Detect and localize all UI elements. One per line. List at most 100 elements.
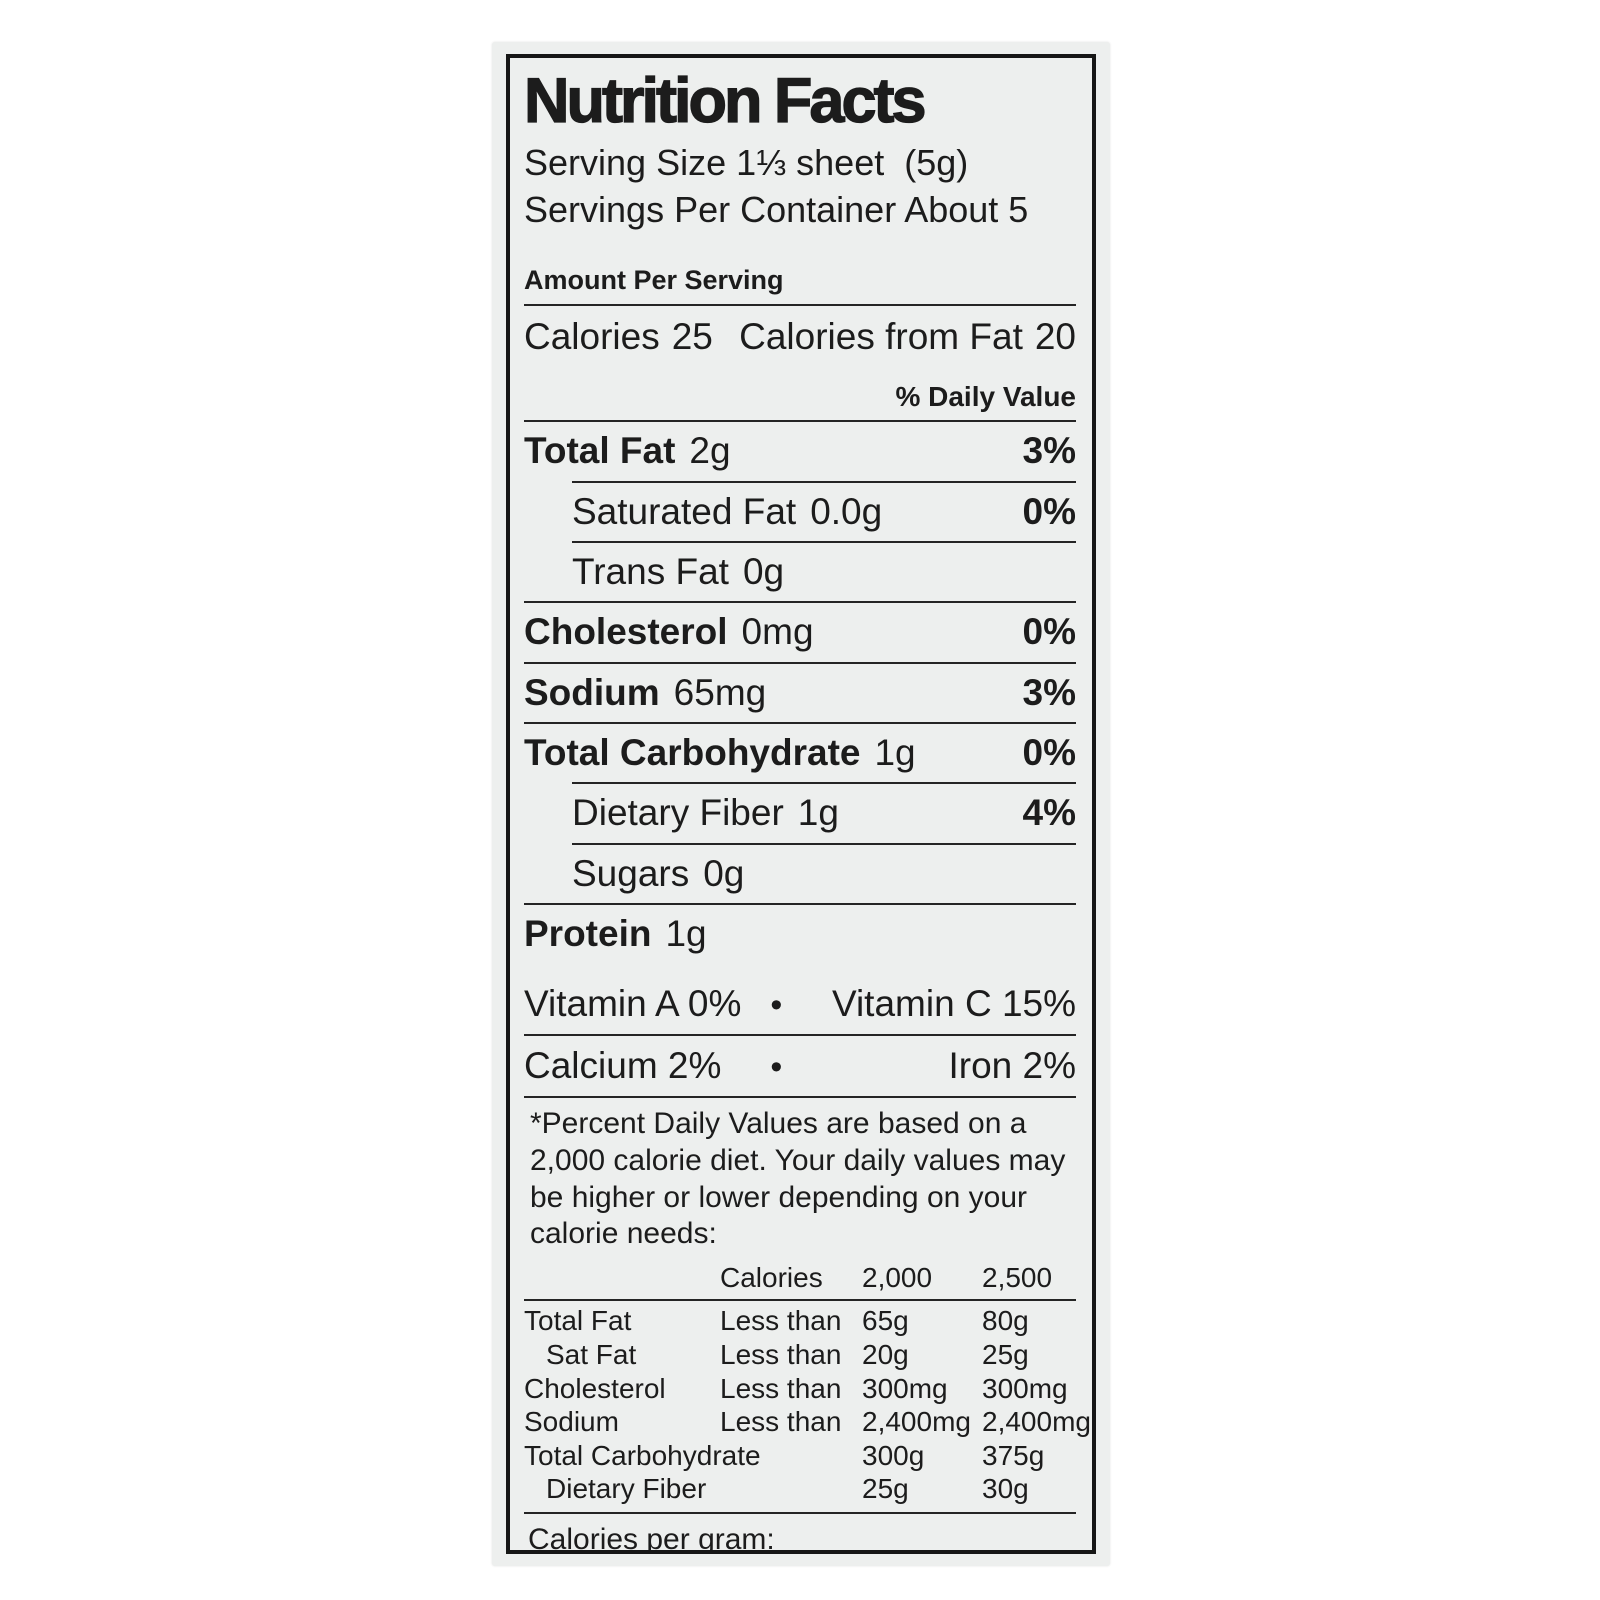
dv-row-name: Sat Fat [546, 1338, 637, 1370]
rule [524, 1034, 1076, 1037]
nutrient-row-trans-fat: Trans Fat 0g [524, 543, 1076, 601]
nutrient-amount: 1g [665, 913, 707, 955]
nutrient-amount: 65mg [673, 671, 767, 713]
vitamin-c: Vitamin C 15% [831, 982, 1076, 1024]
dv-row-name: Dietary Fiber [546, 1473, 707, 1505]
nutrient-row-total-carbohydrate: Total Carbohydrate 1g 0% [524, 724, 1076, 782]
nutrient-name: Sugars [572, 852, 690, 894]
rule [572, 842, 1076, 845]
nutrient-dv: 3% [1022, 430, 1076, 472]
servings-per-container: Servings Per Container About 5 [524, 188, 1029, 230]
dv-row-qualifier: Less than [720, 1372, 842, 1404]
dv-row-2000: 20g [862, 1338, 909, 1370]
dv-row-2500: 25g [982, 1338, 1029, 1370]
calories-from-fat-label: Calories from Fat [739, 316, 1023, 358]
nutrient-amount: 1g [797, 792, 839, 834]
nutrition-label: Nutrition Facts Serving Size 1⅓ sheet (5… [506, 54, 1096, 1554]
nutrient-name: Total Fat [524, 430, 676, 472]
rule [524, 722, 1076, 725]
dv-row-qualifier: Less than [720, 1406, 842, 1438]
nutrient-row-total-fat: Total Fat 2g 3% [524, 422, 1076, 480]
nutrient-dv: 3% [1022, 671, 1076, 713]
rule [524, 1096, 1076, 1099]
calcium: Calcium 2% [524, 1045, 722, 1087]
calories-per-gram: Calories per gram: Fat 9 • Carbohydrate … [524, 1520, 1076, 1554]
rule [572, 782, 1076, 785]
nutrient-name: Dietary Fiber [572, 792, 784, 834]
bullet-icon: • [770, 1048, 783, 1087]
dv-row-qualifier: Less than [720, 1338, 842, 1370]
nutrient-name: Protein [524, 913, 652, 955]
nutrient-amount: 0g [742, 550, 785, 592]
nutrient-name: Sodium [524, 671, 660, 713]
dv-row-2000: 2,400mg [862, 1406, 971, 1438]
dv-table-row-total-fat: Total Fat Less than 65g 80g [524, 1304, 1076, 1338]
dv-table-header-calories: Calories [720, 1261, 823, 1293]
dv-table-header-2000: 2,000 [862, 1261, 933, 1293]
rule [572, 540, 1076, 543]
dv-table-row-sat-fat: Sat Fat Less than 20g 25g [524, 1338, 1076, 1372]
dv-table-header-2500: 2,500 [982, 1261, 1053, 1293]
nutrient-dv: 0% [1022, 732, 1076, 774]
rule [524, 1511, 1076, 1514]
rule [524, 420, 1076, 423]
dv-table: Calories 2,000 2,500 Total Fat Less than… [524, 1261, 1091, 1506]
rule [572, 480, 1076, 483]
nutrition-label-sticker: Nutrition Facts Serving Size 1⅓ sheet (5… [492, 42, 1110, 1566]
nutrient-amount: 1g [874, 732, 916, 774]
dv-row-name: Total Fat [524, 1305, 632, 1337]
nutrient-name: Cholesterol [524, 611, 728, 653]
vitamin-row-2: Calcium 2% • Iron 2% [524, 1036, 1076, 1096]
vitamin-row-1: Vitamin A 0% • Vitamin C 15% [524, 974, 1076, 1034]
dv-row-2500: 2,400mg [982, 1406, 1091, 1438]
daily-value-header: % Daily Value [895, 380, 1076, 412]
dv-table-row-cholesterol: Cholesterol Less than 300mg 300mg [524, 1372, 1076, 1406]
dv-row-2000: 25g [862, 1473, 909, 1505]
label-title: Nutrition Facts [523, 66, 927, 136]
nutrient-name: Trans Fat [572, 550, 729, 592]
dv-row-2500: 375g [982, 1439, 1045, 1471]
amount-per-serving-label: Amount Per Serving [524, 264, 784, 295]
rule [524, 601, 1076, 604]
serving-size: Serving Size 1⅓ sheet (5g) [524, 142, 969, 184]
dv-row-name: Sodium [524, 1406, 619, 1438]
dv-row-2000: 300mg [862, 1372, 948, 1404]
dv-table-row-sodium: Sodium Less than 2,400mg 2,400mg [524, 1405, 1091, 1439]
vitamin-a: Vitamin A 0% [524, 982, 742, 1024]
rule [524, 903, 1076, 906]
nutrient-amount: 0mg [741, 611, 814, 653]
nutrient-row-sodium: Sodium 65mg 3% [524, 664, 1076, 722]
nutrient-dv: 4% [1022, 792, 1076, 834]
nutrient-row-cholesterol: Cholesterol 0mg 0% [524, 603, 1076, 661]
nutrient-amount: 2g [689, 430, 731, 472]
calories-per-gram-label: Calories per gram: [528, 1522, 775, 1554]
bullet-icon: • [770, 985, 783, 1024]
dv-table-header: Calories 2,000 2,500 [524, 1261, 1076, 1298]
nutrient-row-protein: Protein 1g [524, 905, 1076, 963]
iron: Iron 2% [948, 1045, 1076, 1087]
footnote-text: *Percent Daily Values are based on a 2,0… [530, 1107, 1066, 1251]
nutrient-name: Total Carbohydrate [524, 732, 861, 774]
dv-row-2000: 300g [862, 1439, 925, 1471]
dv-row-name: Cholesterol [524, 1372, 666, 1404]
calories-label: Calories [524, 316, 660, 358]
dv-row-2000: 65g [862, 1305, 909, 1337]
nutrient-amount: 0.0g [810, 490, 883, 532]
calories-value: 25 [671, 316, 713, 358]
nutrient-dv: 0% [1022, 611, 1076, 653]
rule [524, 304, 1076, 307]
dv-row-name: Total Carbohydrate [524, 1439, 761, 1471]
nutrient-name: Saturated Fat [572, 490, 797, 532]
nutrient-dv: 0% [1022, 490, 1076, 532]
rule [524, 1299, 1076, 1302]
dv-table-row-dietary-fiber: Dietary Fiber 25g 30g [524, 1472, 1076, 1506]
calories-row: Calories 25 Calories from Fat 20 [524, 306, 1076, 369]
dv-row-2500: 80g [982, 1305, 1029, 1337]
nutrient-row-saturated-fat: Saturated Fat 0.0g 0% [524, 483, 1076, 541]
dv-row-2500: 300mg [982, 1372, 1068, 1404]
dv-row-2500: 30g [982, 1473, 1029, 1505]
nutrient-row-sugars: Sugars 0g [524, 845, 1076, 903]
nutrient-amount: 0g [703, 852, 745, 894]
rule [524, 661, 1076, 664]
dv-table-row-total-carbohydrate: Total Carbohydrate 300g 375g [524, 1439, 1076, 1473]
